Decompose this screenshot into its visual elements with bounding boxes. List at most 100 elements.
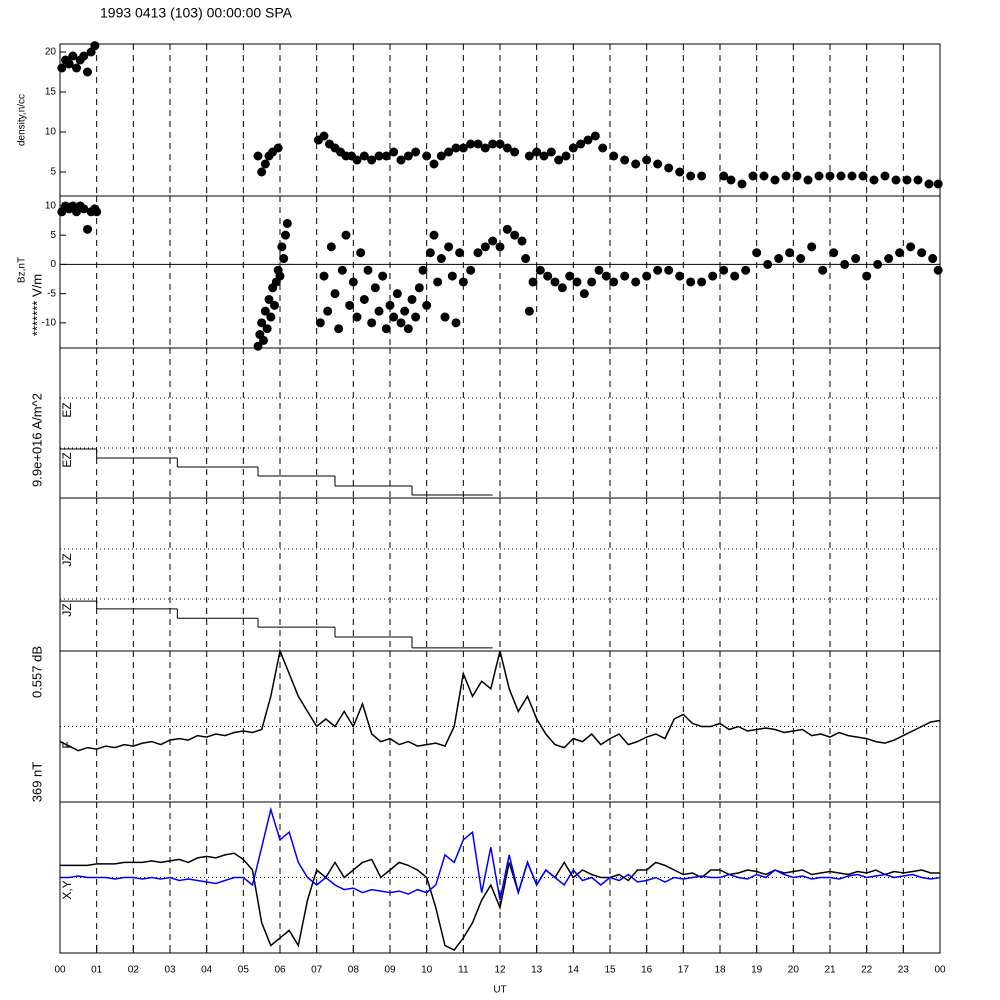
data-point [708,271,718,281]
data-point [440,312,450,322]
data-point [543,271,553,281]
data-point [374,306,384,316]
data-point [425,248,435,258]
y-tick-label: 5 [50,230,56,241]
data-point [64,59,74,69]
data-point [873,259,883,269]
data-point [429,159,439,169]
data-point [730,271,740,281]
data-point [79,204,89,214]
data-point [796,254,806,264]
panel-label: JZ [60,603,74,616]
data-point [359,151,369,161]
data-point [400,306,410,316]
x-tick-label: 05 [238,965,250,976]
y-axis-label: Bz,nT [17,257,28,283]
data-point [840,259,850,269]
data-point [781,171,791,181]
data-point [561,151,571,161]
x-tick-label: 02 [128,965,140,976]
x-tick-label: 22 [861,965,873,976]
data-point [352,312,362,322]
x-tick-label: 01 [91,965,103,976]
data-point [686,171,696,181]
data-line [60,852,940,951]
data-point [451,143,461,153]
data-point [631,159,641,169]
scale-label: 369 nT [29,762,44,803]
data-point [57,63,67,73]
data-point [726,175,736,185]
data-point [363,265,373,275]
data-point [572,277,582,287]
data-point [422,151,432,161]
y-tick-label: 15 [45,87,57,98]
data-point [356,248,366,258]
data-point [323,306,333,316]
data-point [381,151,391,161]
data-point [273,143,283,153]
data-point [763,259,773,269]
x-tick-label: 13 [531,965,543,976]
data-point [807,242,817,252]
data-point [785,248,795,258]
x-tick-label: 15 [604,965,616,976]
x-tick-label: 09 [384,965,396,976]
data-point [913,175,923,185]
data-point [458,143,468,153]
data-point [719,171,729,181]
data-point [664,265,674,275]
data-point [902,175,912,185]
data-point [473,139,483,149]
data-point [933,265,943,275]
data-point [557,283,567,293]
data-point [620,271,630,281]
data-point [79,51,89,61]
data-point [550,277,560,287]
data-point [411,147,421,157]
data-point [345,300,355,310]
x-tick-label: 08 [348,965,360,976]
data-line [59,648,941,752]
data-point [341,230,351,240]
data-point [83,67,92,77]
data-point [818,265,828,275]
data-point [847,171,857,181]
data-point [319,131,329,141]
data-point [836,171,846,181]
data-point [741,265,751,275]
data-point [495,139,505,149]
data-point [502,224,512,234]
data-point [422,300,432,310]
data-point [381,324,391,334]
data-point [262,324,272,334]
chart-title: 1993 0413 (103) 00:00:00 SPA [100,5,293,21]
data-point [392,289,402,299]
data-point [378,271,388,281]
scale-label: 9.9e+016 A/m^2 [29,393,44,487]
data-point [825,171,835,181]
data-point [620,155,630,165]
data-point [436,151,446,161]
data-point [770,175,780,185]
data-point [260,306,270,316]
data-point [92,207,102,217]
data-point [359,294,369,304]
data-point [609,277,619,287]
data-point [266,312,276,322]
data-point [664,163,674,173]
x-tick-label: 18 [714,965,726,976]
data-point [277,242,287,252]
data-point [396,318,406,328]
x-tick-label: 00 [54,965,66,976]
x-tick-label: 16 [641,965,653,976]
data-point [858,171,868,181]
x-tick-label: 17 [678,965,690,976]
data-point [396,155,406,165]
scale-label: ******* V/m [29,274,44,336]
panel-label: EZ [60,402,74,417]
y-axis-label: X,Y [60,880,74,899]
data-point [737,179,747,189]
data-point [601,271,611,281]
data-point [884,254,894,264]
